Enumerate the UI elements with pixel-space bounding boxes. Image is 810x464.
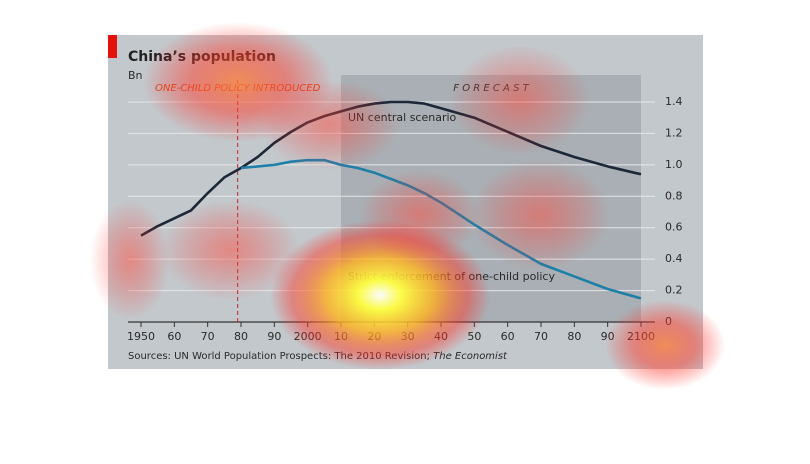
x-tick-label: 70 <box>534 330 548 343</box>
heat-spot <box>450 45 590 155</box>
y-tick-label: 0.8 <box>665 189 683 202</box>
heatmap <box>90 22 725 390</box>
x-tick-label: 60 <box>501 330 515 343</box>
red-tab <box>108 35 117 58</box>
heat-spot <box>605 300 725 390</box>
source: Sources: UN World Population Prospects: … <box>128 351 508 362</box>
source-italic: The Economist <box>433 351 508 362</box>
x-tick-label: 80 <box>567 330 581 343</box>
unit-label: Bn <box>128 69 143 82</box>
x-tick-label: 1950 <box>127 330 155 343</box>
y-tick-label: 0.4 <box>665 252 683 265</box>
x-tick-label: 80 <box>234 330 248 343</box>
y-tick-label: 1.0 <box>665 158 683 171</box>
heat-spot <box>470 160 610 270</box>
heat-spot <box>360 170 480 260</box>
y-tick-label: 1.2 <box>665 126 683 139</box>
y-tick-label: 1.4 <box>665 95 683 108</box>
x-tick-label: 70 <box>201 330 215 343</box>
y-tick-label: 0.2 <box>665 284 683 297</box>
y-tick-label: 0.6 <box>665 221 683 234</box>
heat-spot <box>160 200 300 300</box>
x-tick-label: 60 <box>167 330 181 343</box>
heat-spot <box>260 80 400 170</box>
source-text: Sources: UN World Population Prospects: … <box>128 351 430 362</box>
x-tick-label: 90 <box>267 330 281 343</box>
heat-spot <box>90 200 170 320</box>
